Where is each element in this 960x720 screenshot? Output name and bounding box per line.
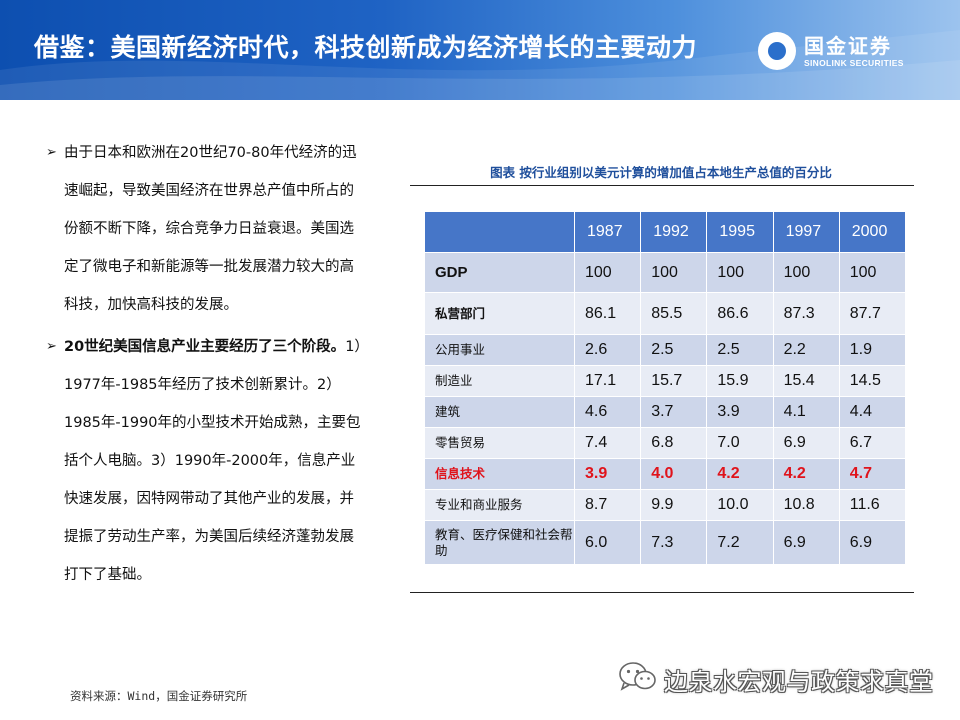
table-cell: 3.9 (706, 396, 774, 428)
table-row: 教育、医疗保健和社会帮助 6.0 7.3 7.2 6.9 6.9 (424, 520, 907, 565)
column-header: 1992 (640, 211, 708, 253)
table-cell: 8.7 (573, 489, 642, 521)
table-row: 制造业 17.1 15.7 15.9 15.4 14.5 (424, 365, 907, 397)
header-banner: 借鉴：美国新经济时代，科技创新成为经济增长的主要动力 国金证券 SINOLINK… (0, 0, 960, 100)
row-label: 私营部门 (424, 292, 575, 335)
table-cell: 6.7 (838, 427, 907, 459)
table-cell: 87.7 (838, 292, 907, 335)
table-row: GDP 100 100 100 100 100 (424, 252, 907, 293)
logo-name: 国金证券 (804, 34, 892, 58)
watermark: 边泉水宏观与政策求真堂 (614, 658, 934, 698)
bullet-list: ➢ 由于日本和欧洲在20世纪70-80年代经济的迅速崛起，导致美国经济在世界总产… (46, 134, 366, 598)
table-cell: 4.2 (772, 458, 840, 490)
column-header: 1987 (573, 211, 642, 253)
table-cell: 100 (573, 252, 642, 293)
table-cell: 4.1 (772, 396, 840, 428)
table-cell: 6.9 (772, 520, 840, 565)
table-cell: 7.0 (706, 427, 774, 459)
logo-icon (758, 32, 796, 70)
table-cell: 100 (640, 252, 708, 293)
company-logo: 国金证券 SINOLINK SECURITIES (758, 26, 938, 74)
table-cell: 17.1 (573, 365, 642, 397)
table-cell: 4.4 (838, 396, 907, 428)
row-label: 信息技术 (424, 458, 575, 490)
table-cell: 6.0 (573, 520, 642, 565)
table-row: 公用事业 2.6 2.5 2.5 2.2 1.9 (424, 334, 907, 366)
bullet-strong-text: 20世纪美国信息产业主要经历了三个阶段。 (64, 339, 346, 355)
bullet-text: 1）1977年-1985年经历了技术创新累计。2）1985年-1990年的小型技… (64, 339, 362, 583)
column-header: 2000 (838, 211, 907, 253)
gdp-share-table: 1987 1992 1995 1997 2000 GDP 100 100 100 100… (424, 211, 907, 565)
table-cell: 7.3 (640, 520, 708, 565)
table-cell: 4.0 (640, 458, 708, 490)
table-cell: 10.0 (706, 489, 774, 521)
row-label: 零售贸易 (424, 427, 575, 459)
logo-subtitle: SINOLINK SECURITIES (804, 58, 904, 68)
table-bottom-rule (410, 592, 914, 593)
table-cell: 4.7 (838, 458, 907, 490)
table-cell: 9.9 (640, 489, 708, 521)
table-cell: 4.6 (573, 396, 642, 428)
bullet-item: ➢ 由于日本和欧洲在20世纪70-80年代经济的迅速崛起，导致美国经济在世界总产… (46, 134, 366, 324)
table-cell: 15.7 (640, 365, 708, 397)
table-cell: 2.6 (573, 334, 642, 366)
table-cell: 15.4 (772, 365, 840, 397)
table-cell: 86.1 (573, 292, 642, 335)
table-cell: 15.9 (706, 365, 774, 397)
table-cell: 6.8 (640, 427, 708, 459)
table-cell: 10.8 (772, 489, 840, 521)
wechat-icon (619, 662, 656, 691)
table-row: 建筑 4.6 3.7 3.9 4.1 4.4 (424, 396, 907, 428)
table-cell: 4.2 (706, 458, 774, 490)
column-header: 1997 (772, 211, 840, 253)
table-cell: 2.5 (640, 334, 708, 366)
bullet-text: 由于日本和欧洲在20世纪70-80年代经济的迅速崛起，导致美国经济在世界总产值中… (64, 145, 357, 313)
table-header-corner (424, 211, 575, 253)
source-note: 资料来源：Wind，国金证券研究所 (70, 689, 248, 703)
table-cell: 3.9 (573, 458, 642, 490)
table-row: 私营部门 86.1 85.5 86.6 87.3 87.7 (424, 292, 907, 335)
table-cell: 100 (838, 252, 907, 293)
table-cell: 6.9 (838, 520, 907, 565)
row-label: GDP (424, 252, 575, 293)
table-cell: 7.2 (706, 520, 774, 565)
table-cell: 2.2 (772, 334, 840, 366)
table-cell: 6.9 (772, 427, 840, 459)
table-cell: 100 (772, 252, 840, 293)
row-label: 教育、医疗保健和社会帮助 (424, 520, 575, 565)
table-cell: 14.5 (838, 365, 907, 397)
table-cell: 87.3 (772, 292, 840, 335)
row-label: 制造业 (424, 365, 575, 397)
header-decoration (0, 30, 960, 100)
table-row: 信息技术 3.9 4.0 4.2 4.2 4.7 (424, 458, 907, 490)
table-cell: 7.4 (573, 427, 642, 459)
table-caption: 图表 按行业组别以美元计算的增加值占本地生产总值的百分比 (490, 165, 832, 180)
table-header-row: 1987 1992 1995 1997 2000 (424, 211, 907, 253)
arrow-bullet-icon: ➢ (46, 339, 57, 354)
table-row: 零售贸易 7.4 6.8 7.0 6.9 6.7 (424, 427, 907, 459)
caption-divider (410, 185, 914, 186)
row-label: 建筑 (424, 396, 575, 428)
arrow-bullet-icon: ➢ (46, 145, 57, 160)
page-title: 借鉴：美国新经济时代，科技创新成为经济增长的主要动力 (34, 33, 698, 62)
table-row: 专业和商业服务 8.7 9.9 10.0 10.8 11.6 (424, 489, 907, 521)
table-cell: 11.6 (838, 489, 907, 521)
watermark-text: 边泉水宏观与政策求真堂 (664, 668, 934, 696)
bullet-item: ➢ 20世纪美国信息产业主要经历了三个阶段。1）1977年-1985年经历了技术… (46, 328, 366, 594)
table-cell: 2.5 (706, 334, 774, 366)
column-header: 1995 (706, 211, 774, 253)
table-cell: 3.7 (640, 396, 708, 428)
table-cell: 100 (706, 252, 774, 293)
row-label: 公用事业 (424, 334, 575, 366)
row-label: 专业和商业服务 (424, 489, 575, 521)
table-cell: 86.6 (706, 292, 774, 335)
table-cell: 85.5 (640, 292, 708, 335)
table-cell: 1.9 (838, 334, 907, 366)
